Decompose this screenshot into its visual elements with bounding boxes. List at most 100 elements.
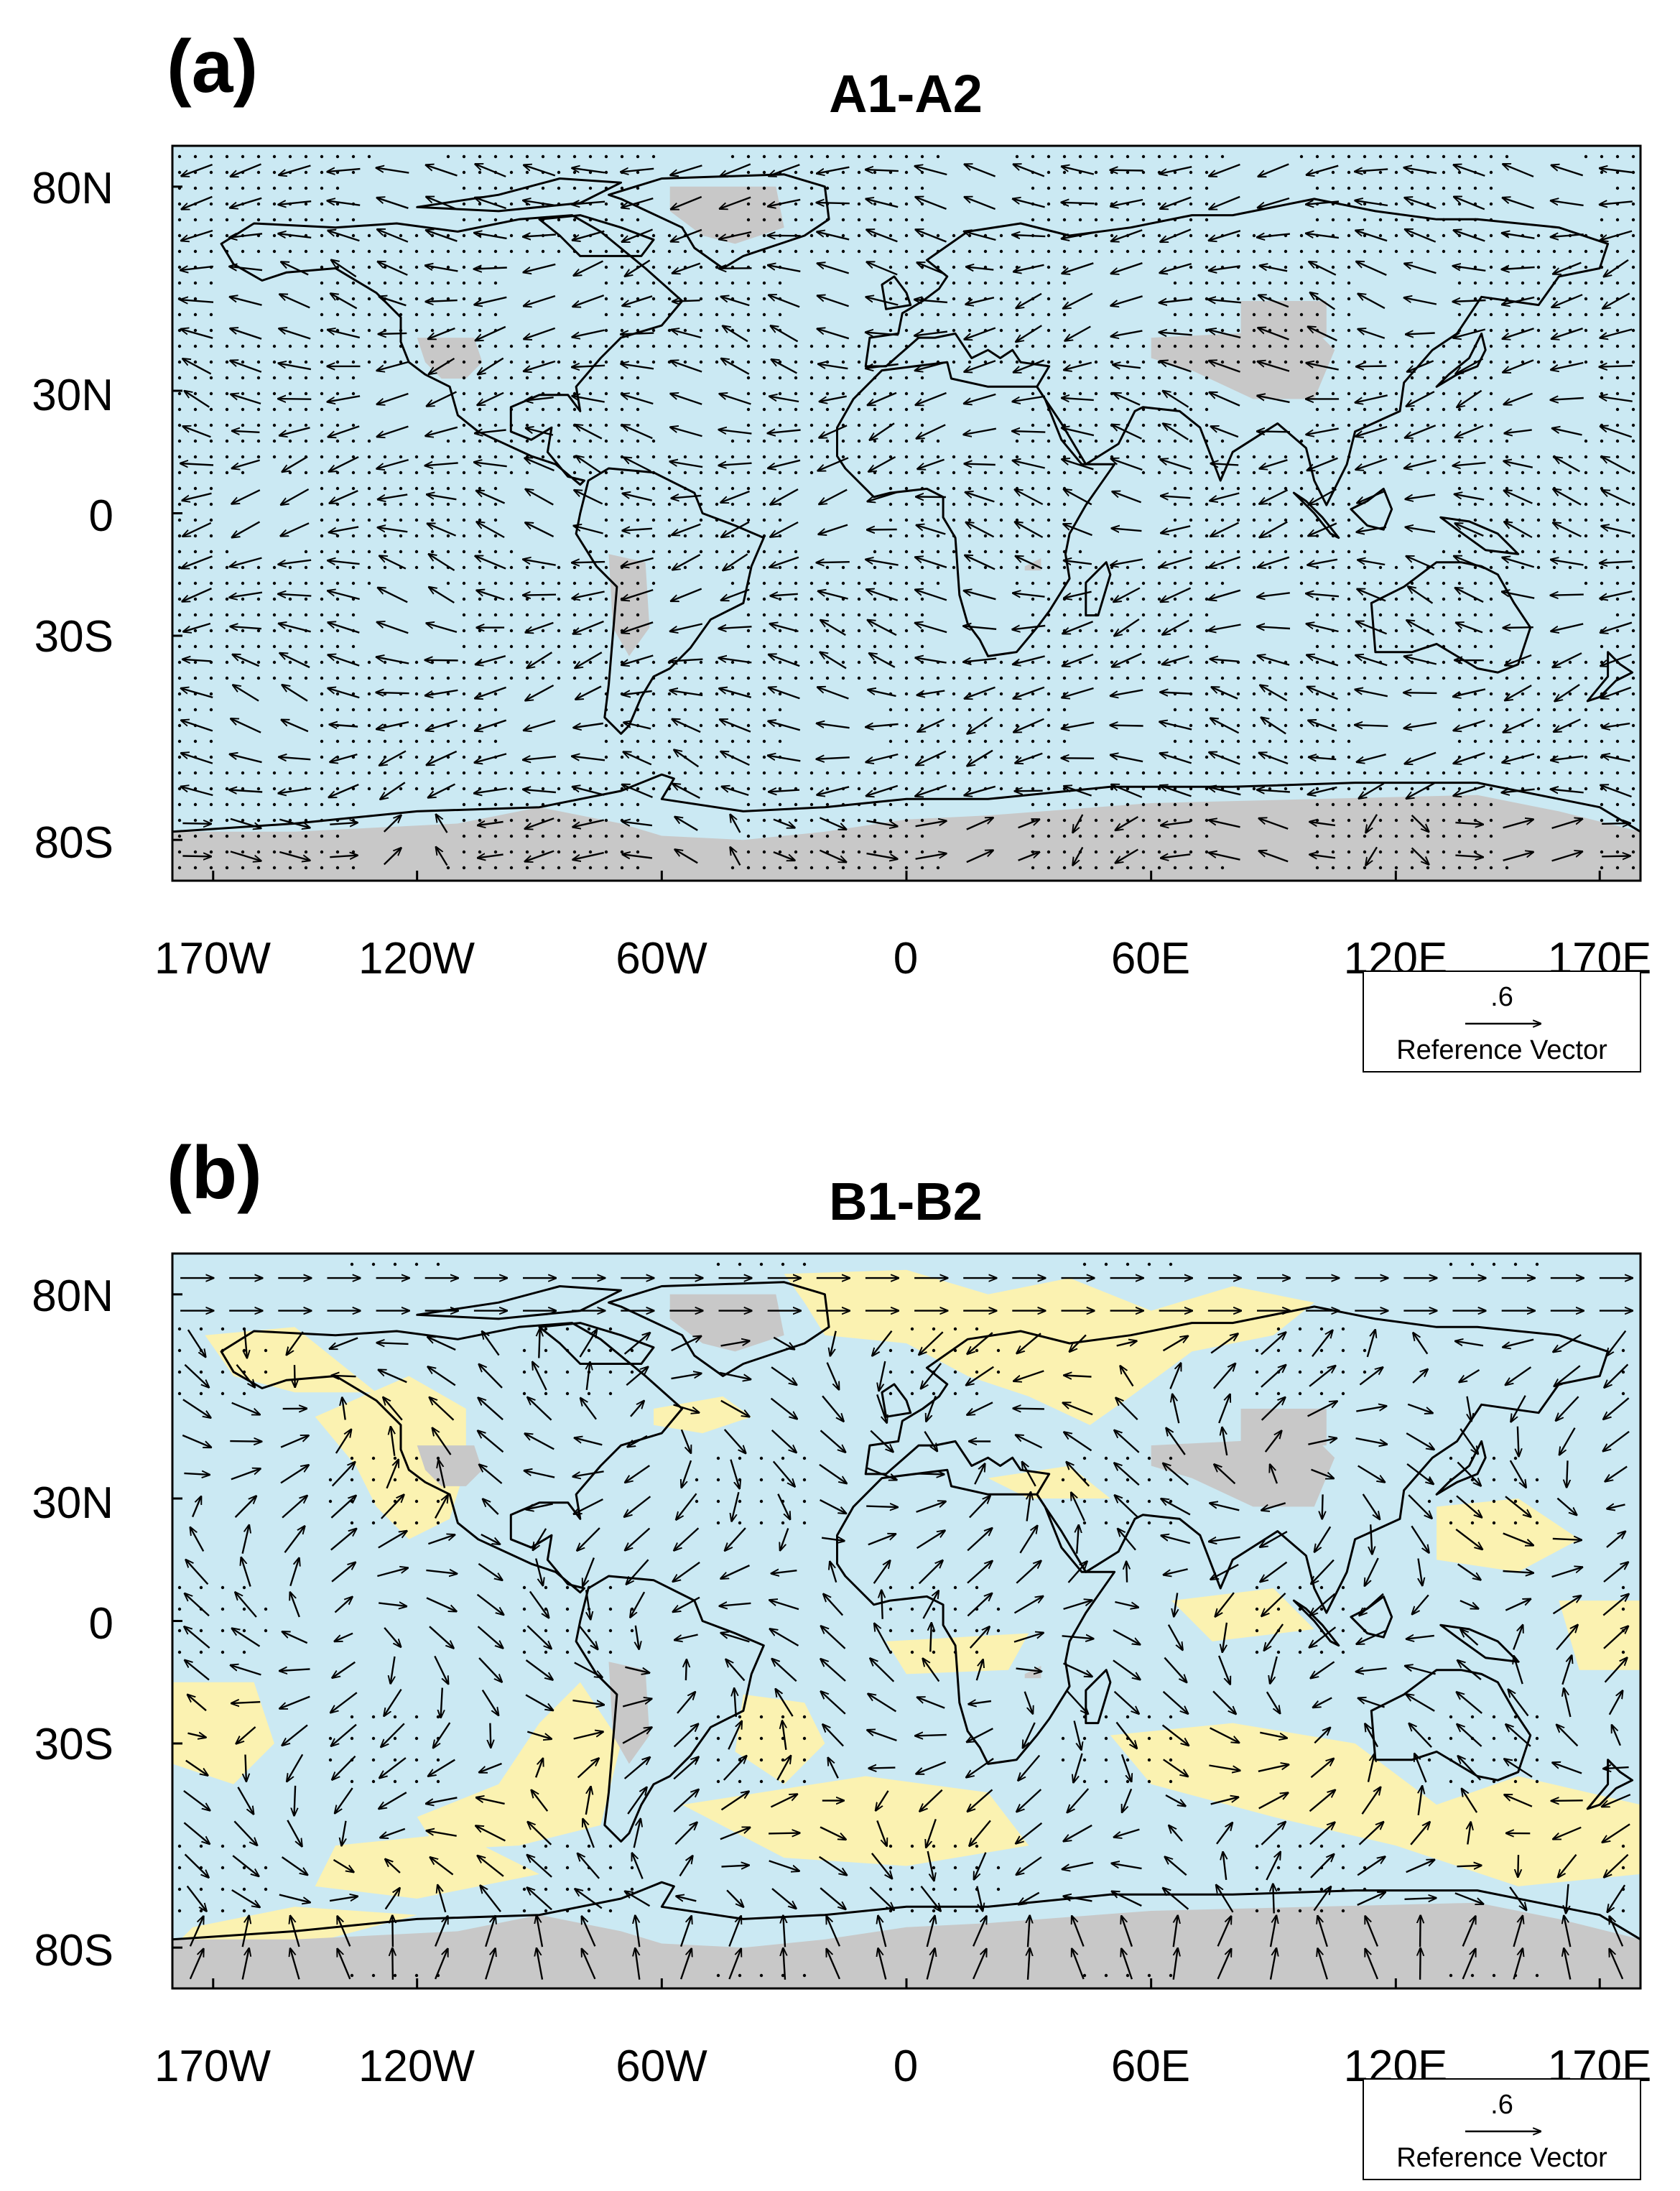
- significance-dot: [399, 708, 403, 712]
- wind-anomaly-vector: [1502, 296, 1535, 305]
- significance-dot: [904, 739, 909, 744]
- significance-dot: [873, 344, 877, 348]
- significance-dot: [932, 1607, 936, 1611]
- significance-dot: [778, 771, 782, 775]
- wind-anomaly-vector: [575, 490, 603, 505]
- wind-anomaly-vector: [1403, 692, 1437, 693]
- significance-dot: [1505, 344, 1509, 348]
- wind-anomaly-vector: [965, 785, 996, 795]
- significance-dot: [1255, 1844, 1259, 1848]
- wind-anomaly-vector: [1359, 782, 1385, 799]
- significance-dot: [1457, 834, 1462, 838]
- significance-dot: [288, 218, 292, 222]
- significance-dot: [1426, 233, 1430, 238]
- significance-dot: [620, 581, 624, 585]
- wind-anomaly-vector: [1309, 261, 1337, 276]
- significance-dot: [304, 202, 308, 206]
- wind-anomaly-vector: [1405, 229, 1437, 243]
- significance-dot: [888, 550, 893, 554]
- significance-dot: [781, 1779, 785, 1784]
- wind-anomaly-vector: [182, 163, 213, 176]
- significance-dot: [478, 502, 482, 506]
- significance-dot: [1331, 376, 1335, 380]
- significance-dot: [1205, 328, 1209, 333]
- significance-dot: [715, 360, 719, 364]
- significance-dot: [304, 360, 308, 364]
- significance-dot: [1394, 344, 1398, 348]
- significance-dot: [493, 486, 498, 491]
- wind-anomaly-vector: [870, 422, 895, 440]
- significance-dot: [1378, 613, 1383, 617]
- significance-dot: [1252, 297, 1256, 301]
- significance-dot: [509, 154, 514, 159]
- significance-dot: [1492, 1715, 1496, 1719]
- significance-dot: [873, 218, 877, 222]
- significance-dot: [802, 1715, 807, 1719]
- significance-dot: [1220, 439, 1225, 443]
- significance-dot: [588, 629, 593, 633]
- significance-dot: [936, 281, 940, 285]
- significance-dot: [1078, 834, 1082, 838]
- wind-anomaly-vector: [1161, 496, 1191, 498]
- significance-dot: [983, 771, 988, 775]
- significance-dot: [588, 834, 593, 838]
- wind-anomaly-vector: [328, 425, 360, 437]
- significance-dot: [350, 1262, 354, 1266]
- significance-dot: [209, 328, 213, 333]
- significance-dot: [932, 1327, 936, 1331]
- significance-dot: [1157, 249, 1161, 254]
- significance-dot: [588, 644, 593, 649]
- significance-dot: [272, 186, 277, 190]
- significance-dot: [809, 644, 814, 649]
- wind-anomaly-vector: [1113, 365, 1141, 369]
- significance-dot: [350, 1973, 354, 1978]
- significance-dot: [320, 866, 324, 870]
- wind-anomaly-vector: [572, 787, 605, 796]
- significance-dot: [608, 1866, 613, 1870]
- significance-dot: [967, 281, 972, 285]
- significance-dot: [651, 328, 656, 333]
- wind-anomaly-vector: [1552, 428, 1582, 436]
- significance-dot: [256, 834, 261, 838]
- significance-dot: [651, 518, 656, 522]
- significance-dot: [1031, 581, 1035, 585]
- wind-anomaly-vector: [1209, 163, 1240, 176]
- significance-dot: [1449, 1779, 1453, 1784]
- significance-dot: [888, 233, 893, 238]
- significance-dot: [920, 502, 924, 506]
- significance-dot: [967, 518, 972, 522]
- significance-dot: [1331, 502, 1335, 506]
- significance-dot: [350, 1715, 354, 1719]
- significance-dot: [351, 297, 356, 301]
- significance-dot: [1110, 170, 1114, 175]
- significance-dot: [1082, 1262, 1087, 1266]
- significance-dot: [225, 202, 229, 206]
- significance-dot: [630, 1607, 634, 1611]
- wind-anomaly-vector: [916, 424, 946, 438]
- significance-dot: [1521, 771, 1525, 775]
- wind-anomaly-vector: [965, 464, 996, 465]
- significance-dot: [493, 613, 498, 617]
- wind-anomaly-vector: [867, 230, 898, 243]
- wind-anomaly-vector: [916, 658, 947, 664]
- significance-dot: [762, 850, 766, 854]
- significance-dot: [1236, 518, 1240, 522]
- significance-dot: [1473, 518, 1477, 522]
- significance-dot: [1331, 297, 1335, 301]
- significance-dot: [730, 439, 735, 443]
- significance-dot: [1505, 708, 1509, 712]
- significance-dot: [544, 1887, 548, 1891]
- significance-dot: [1600, 676, 1604, 680]
- wind-anomaly-vector: [426, 230, 458, 242]
- significance-dot: [759, 1973, 764, 1978]
- wind-anomaly-vector: [917, 690, 945, 695]
- significance-dot: [1015, 708, 1019, 712]
- significance-dot: [1110, 866, 1114, 870]
- significance-dot: [1492, 1758, 1496, 1762]
- significance-dot: [588, 423, 593, 427]
- significance-dot: [841, 170, 845, 175]
- significance-dot: [1489, 629, 1493, 633]
- significance-dot: [478, 676, 482, 680]
- significance-dot: [462, 597, 466, 601]
- significance-dot: [904, 755, 909, 759]
